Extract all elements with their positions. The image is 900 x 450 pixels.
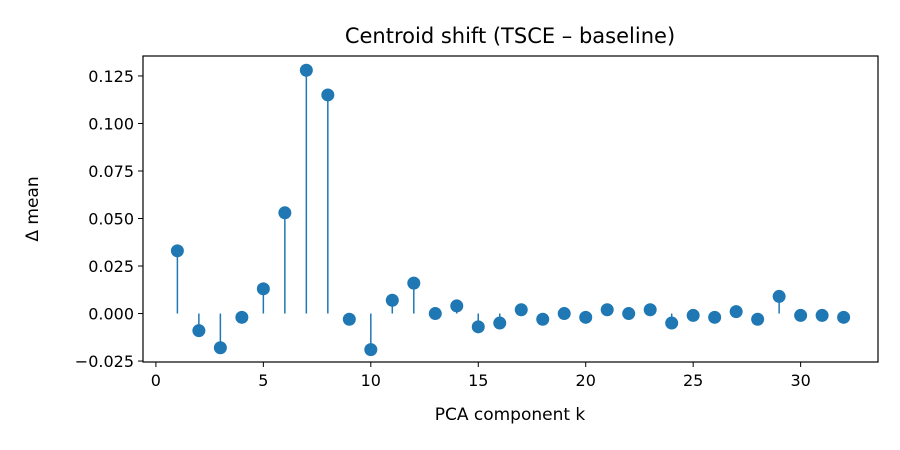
stem-marker-21 [600, 303, 614, 317]
stem-marker-23 [643, 303, 657, 317]
stem-marker-22 [622, 307, 636, 321]
stem-marker-12 [407, 276, 421, 290]
stem-marker-24 [665, 316, 679, 330]
y-tick-label-3: 0.050 [88, 210, 134, 229]
stem-marker-14 [450, 299, 464, 313]
x-axis-label: PCA component k [435, 405, 586, 425]
stem-marker-26 [708, 310, 722, 324]
stem-marker-3 [213, 341, 227, 355]
y-tick-label-6: 0.125 [88, 67, 134, 86]
stem-marker-27 [729, 305, 743, 319]
x-tick-label-30: 30 [790, 371, 810, 390]
stem-marker-11 [385, 293, 399, 307]
stem-markers [170, 63, 851, 357]
stem-marker-16 [493, 316, 507, 330]
stem-marker-4 [235, 310, 249, 324]
x-tick-label-5: 5 [258, 371, 268, 390]
stem-marker-29 [772, 289, 786, 303]
stem-marker-25 [686, 308, 700, 322]
stem-marker-2 [192, 324, 206, 338]
stem-marker-17 [514, 303, 528, 317]
x-tick-label-15: 15 [468, 371, 488, 390]
stem-marker-13 [428, 307, 442, 321]
y-tick-label-1: 0.000 [88, 305, 134, 324]
y-tick-label-4: 0.075 [88, 162, 134, 181]
y-axis-label: Δ mean [23, 176, 43, 241]
stem-marker-19 [557, 307, 571, 321]
stem-marker-9 [342, 312, 356, 326]
x-tick-label-25: 25 [683, 371, 703, 390]
stem-marker-1 [170, 244, 184, 258]
stem-marker-30 [794, 308, 808, 322]
y-tick-label-5: 0.100 [88, 114, 134, 133]
chart-title: Centroid shift (TSCE – baseline) [345, 24, 675, 48]
x-tick-label-0: 0 [151, 371, 161, 390]
stem-marker-5 [256, 282, 270, 296]
x-tick-label-10: 10 [361, 371, 381, 390]
stem-marker-32 [837, 310, 851, 324]
stem-marker-18 [536, 312, 550, 326]
stem-marker-7 [299, 63, 313, 77]
stem-marker-10 [364, 343, 378, 357]
stem-marker-15 [471, 320, 485, 334]
y-tick-label-0: −0.025 [75, 352, 134, 371]
y-tick-label-2: 0.025 [88, 257, 134, 276]
stem-marker-31 [815, 308, 829, 322]
stem-lines [176, 70, 845, 350]
x-axis: 0 5 10 15 20 25 30 [151, 362, 811, 390]
y-axis: −0.025 0.000 0.025 0.050 0.075 0.100 0.125 [75, 67, 143, 371]
plot-frame [142, 55, 879, 363]
stem-marker-20 [579, 310, 593, 324]
stem-marker-6 [278, 206, 292, 220]
stem-marker-8 [321, 88, 335, 102]
stem-marker-28 [751, 312, 765, 326]
x-tick-label-20: 20 [576, 371, 596, 390]
